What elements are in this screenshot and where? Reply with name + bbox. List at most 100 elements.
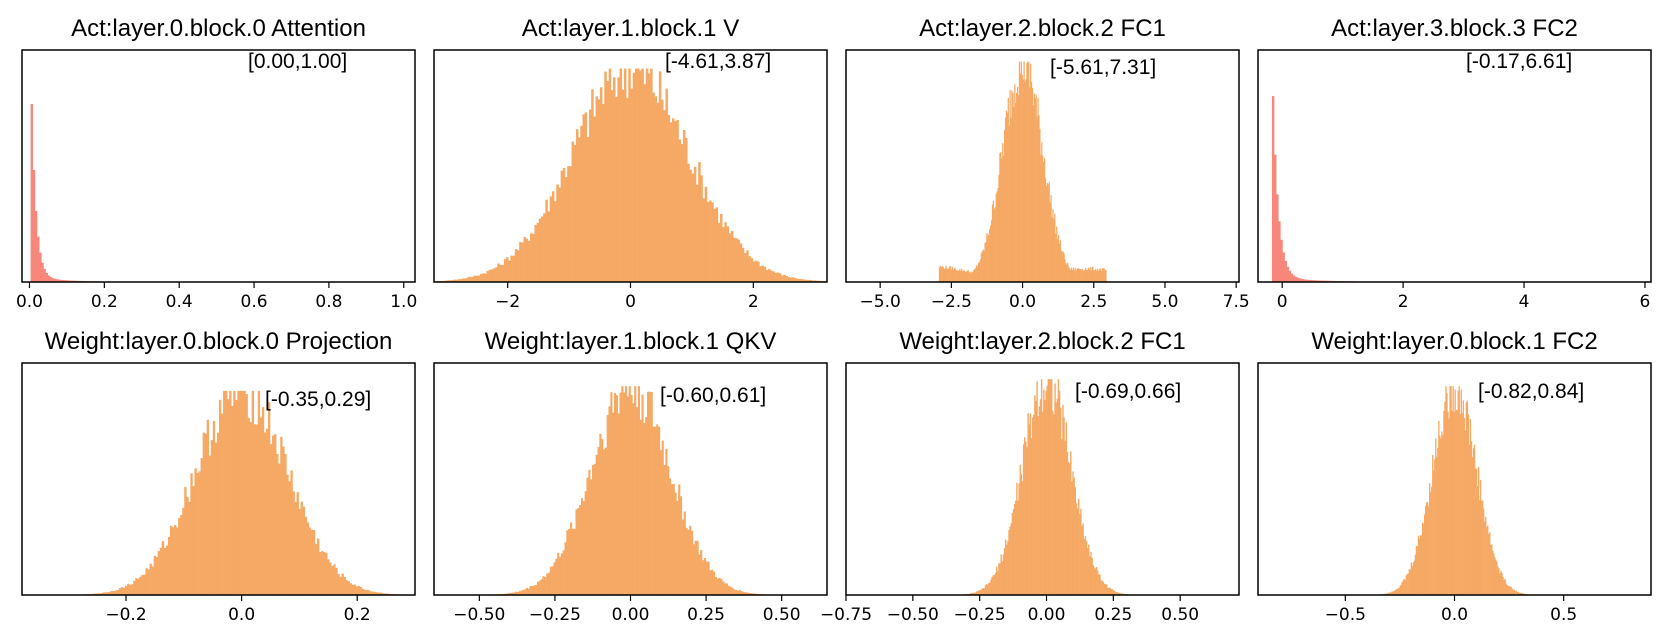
histogram-bar <box>1001 561 1004 595</box>
histogram-bar <box>707 561 710 595</box>
histogram-bar <box>1495 559 1497 595</box>
histogram-bar <box>608 68 612 282</box>
histogram-bar <box>200 458 203 595</box>
histogram-bar <box>720 578 723 595</box>
histogram-bar <box>1069 268 1071 282</box>
histogram-bar <box>564 542 567 595</box>
histogram-bar <box>939 265 941 282</box>
panel-title: Weight:layer.2.block.2 FC1 <box>899 328 1185 355</box>
histogram-bar <box>582 501 585 595</box>
range-label: [-0.17,6.61] <box>1466 50 1572 73</box>
histogram-bar <box>66 280 70 282</box>
histogram-bar <box>573 144 577 282</box>
histogram-bar <box>239 390 242 595</box>
histogram-bar <box>1397 588 1399 595</box>
histogram-bar <box>1425 502 1428 595</box>
histogram-bar <box>1278 221 1281 282</box>
histogram-bar <box>1470 441 1473 595</box>
histogram-bar <box>1109 587 1111 595</box>
histogram-bar <box>1062 251 1064 282</box>
x-tick-label: 2 <box>748 292 759 312</box>
histogram-bar <box>993 574 996 595</box>
histogram-bar <box>950 269 953 282</box>
histogram-bar <box>1063 417 1065 595</box>
histogram-bar <box>954 267 956 282</box>
histogram-bar <box>1429 483 1431 595</box>
histogram-bar <box>1068 267 1070 282</box>
histogram-bar <box>1280 239 1283 282</box>
histogram-bar <box>661 99 664 282</box>
histogram-bar <box>608 406 611 595</box>
histogram-bar <box>1061 439 1063 595</box>
histogram-bar <box>1043 389 1045 595</box>
histogram-bar <box>604 71 607 282</box>
histogram-bar <box>516 591 519 595</box>
histogram-bar <box>685 137 688 282</box>
histogram-bar <box>706 201 710 282</box>
axes-frame <box>21 362 416 596</box>
range-label: [-0.69,0.66] <box>1075 380 1181 403</box>
histogram-bar <box>599 87 603 283</box>
histogram-bar <box>580 498 584 595</box>
histogram-bar <box>535 584 538 595</box>
histogram-bar <box>652 426 655 595</box>
histogram-bar <box>1453 411 1455 595</box>
histogram-bar <box>1102 582 1105 595</box>
histogram-bar <box>1020 474 1023 595</box>
histogram-bar <box>1027 61 1029 282</box>
histogram-bar <box>680 144 684 282</box>
histogram-bar <box>306 522 310 595</box>
histogram-bar <box>516 250 520 282</box>
histogram-bar <box>971 271 973 282</box>
histogram-bar <box>1047 184 1049 282</box>
histogram-bar <box>714 576 717 595</box>
histogram-bar <box>557 552 560 595</box>
histogram-bar <box>1081 269 1083 282</box>
histogram-bar <box>692 544 695 595</box>
histogram-bar <box>284 454 287 595</box>
histogram-bar <box>1116 591 1118 595</box>
histogram-bar <box>747 592 751 595</box>
histogram-bar <box>1008 529 1010 595</box>
histogram-bar <box>544 577 547 595</box>
histogram-bar <box>1432 454 1434 595</box>
histogram-bar <box>615 395 618 595</box>
histogram-bar <box>1297 277 1300 282</box>
histogram-bar <box>802 279 806 282</box>
histogram-bar <box>549 196 553 282</box>
histogram-bar <box>746 250 749 282</box>
histogram-bar <box>335 567 338 595</box>
histogram-bar <box>687 529 690 595</box>
histogram-bar <box>184 487 187 595</box>
histogram-bar <box>1040 379 1043 595</box>
histogram-bar <box>1117 592 1119 595</box>
histogram-bar <box>458 279 461 282</box>
histogram-bar <box>155 556 158 595</box>
x-tick-label: 0.0 <box>16 292 43 312</box>
histogram-bar <box>1443 411 1445 595</box>
histogram-bar <box>626 98 629 282</box>
histogram-bar <box>1097 570 1099 595</box>
histogram-bar <box>566 530 569 595</box>
histogram-bar <box>1052 208 1054 282</box>
histogram-bar <box>964 272 967 282</box>
histogram-bar <box>736 590 739 595</box>
histogram-bar <box>508 260 511 282</box>
histogram-bar <box>663 465 666 595</box>
histogram-bar <box>1113 590 1116 595</box>
histogram-bar <box>722 227 725 282</box>
histogram-bar <box>1406 574 1408 595</box>
histogram-bar <box>1084 268 1087 282</box>
x-tick-label: 0.0 <box>1009 292 1036 312</box>
histogram-bar <box>681 519 684 595</box>
histogram-bar <box>687 163 690 282</box>
histogram-bar <box>704 186 708 282</box>
histogram-bar <box>337 574 340 595</box>
histogram-bar <box>947 269 949 282</box>
histogram-bar <box>1318 280 1321 282</box>
histogram-bar <box>1433 470 1435 595</box>
histogram-bar <box>290 470 293 595</box>
histogram-bar <box>1017 500 1019 595</box>
histogram-bar <box>543 213 546 282</box>
histogram-bar <box>296 492 299 595</box>
